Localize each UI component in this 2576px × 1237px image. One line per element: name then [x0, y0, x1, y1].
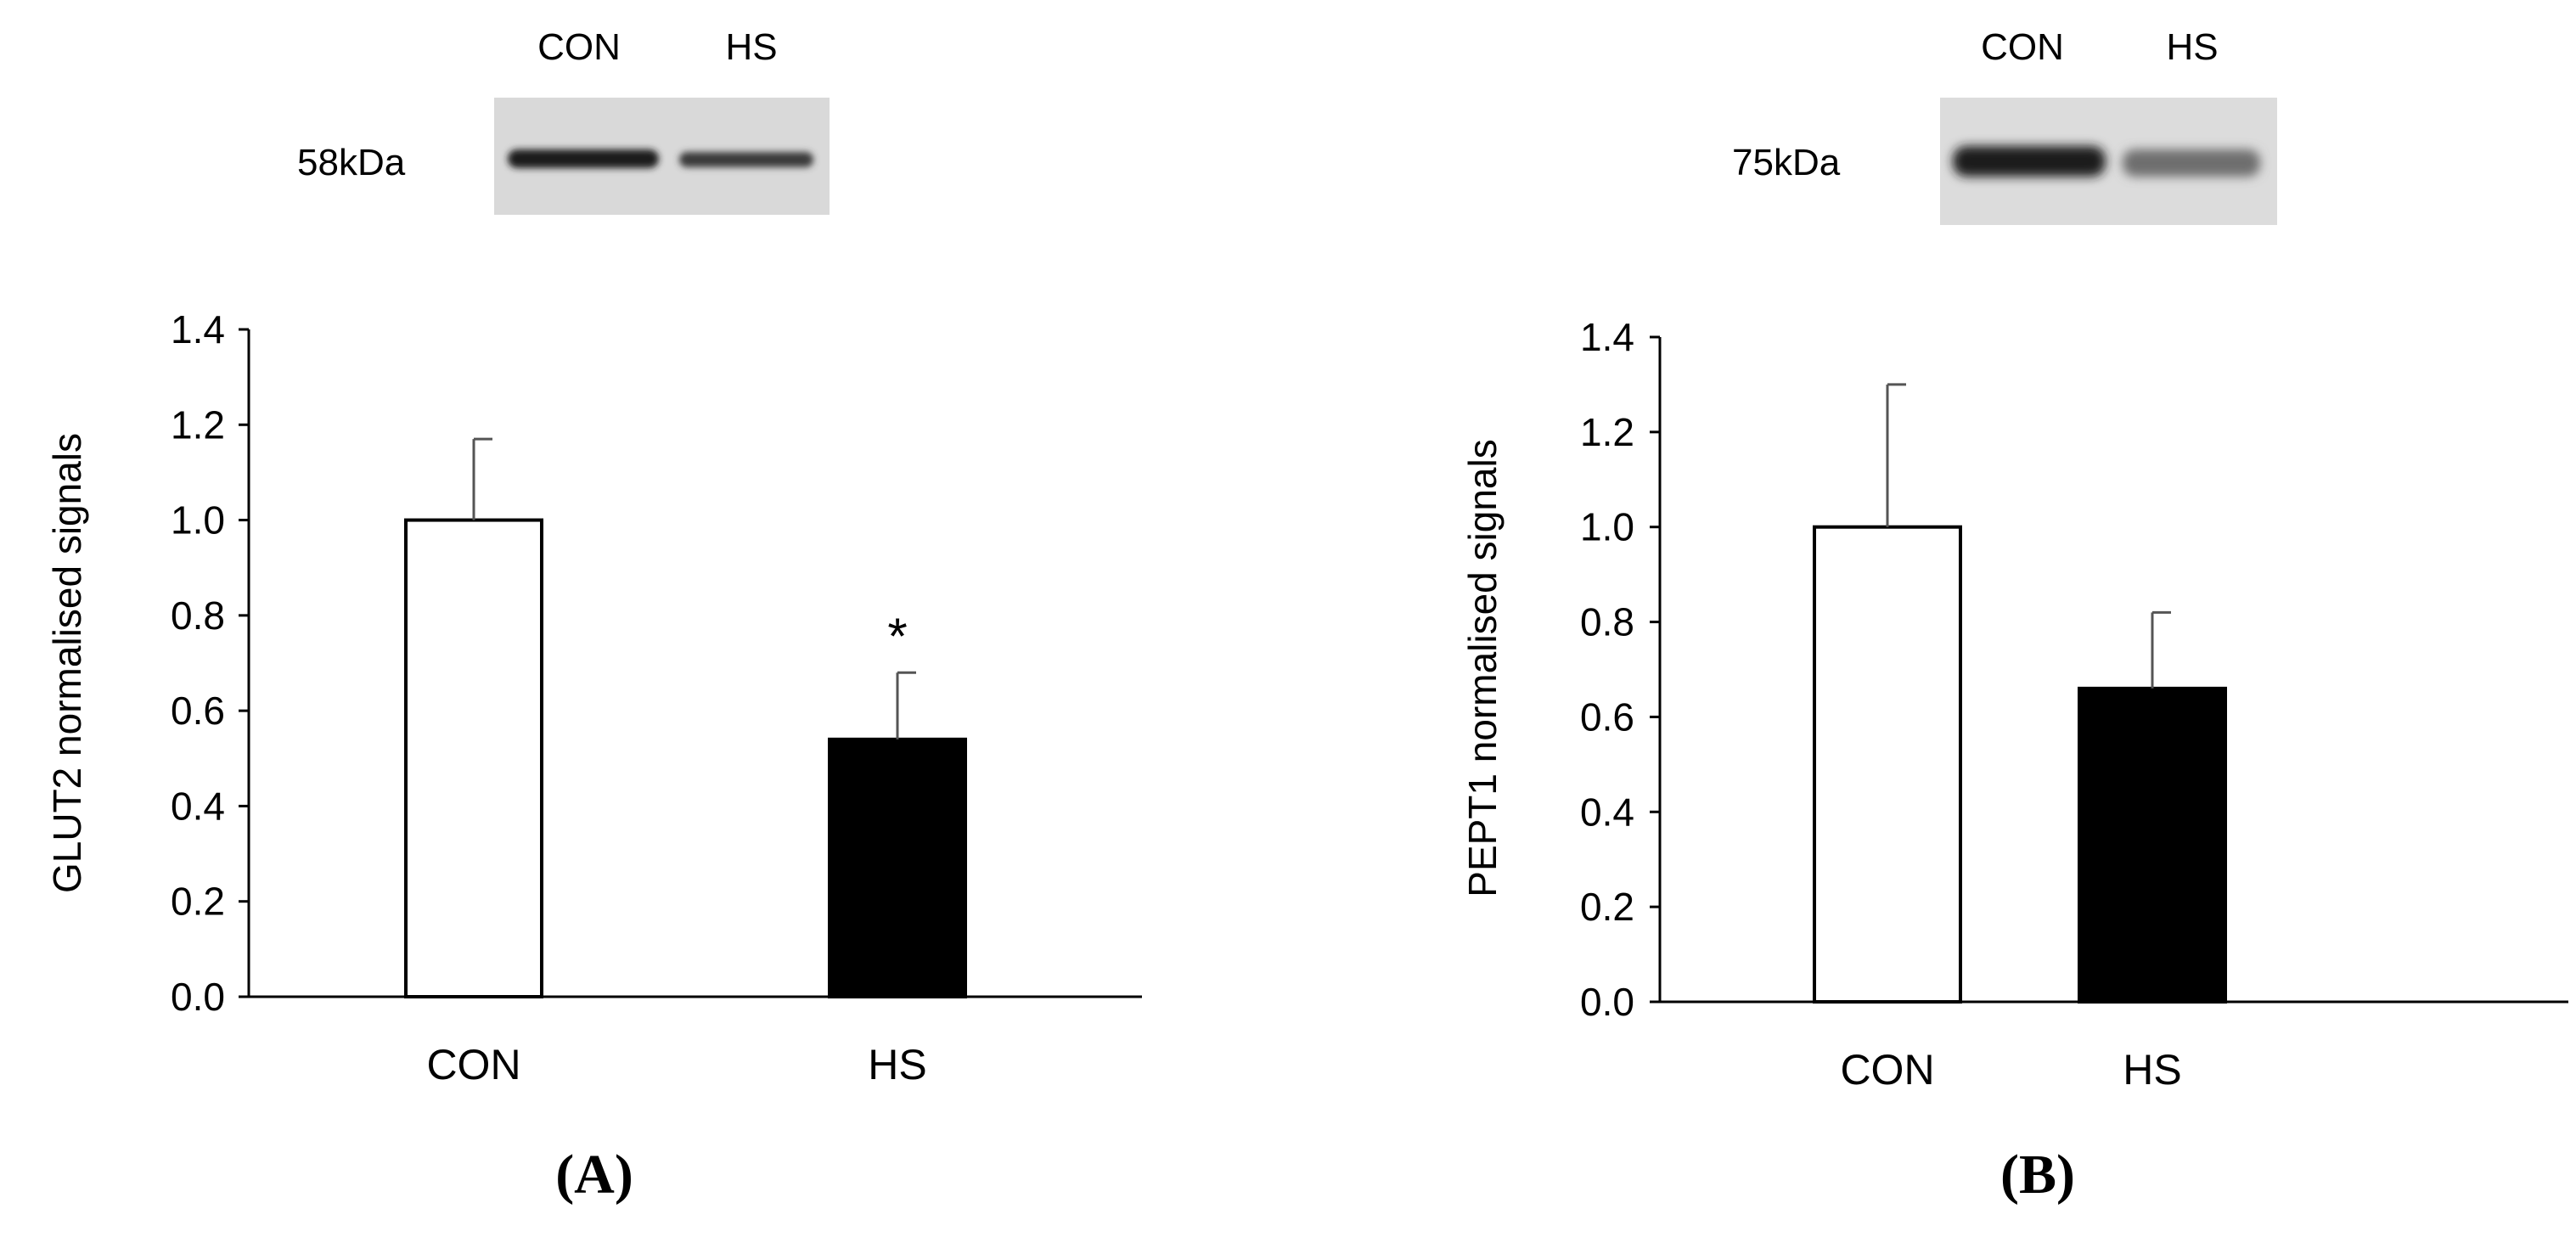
chart-a-y-tick-label-3: 0.6	[171, 689, 225, 733]
chart-a-y-ticks: 0.0 0.2 0.4 0.6 0.8 1.0 1.2 1.4	[171, 307, 249, 1019]
blot-a-marker-label: 58kDa	[297, 142, 406, 183]
chart-b-y-tick-label-4: 0.8	[1580, 600, 1634, 644]
chart-b-x-tick-labels: CON HS	[1840, 1046, 2181, 1094]
chart-a-significance-mark-0: *	[887, 608, 907, 665]
blot-a-lane-label-hs: HS	[725, 26, 777, 68]
chart-b-y-tick-label-7: 1.4	[1580, 315, 1634, 359]
chart-b-y-tick-label-5: 1.0	[1580, 505, 1634, 549]
chart-b-y-tick-label-6: 1.2	[1580, 410, 1634, 454]
chart-a-bars: *	[404, 437, 967, 998]
blot-a-bands	[508, 149, 813, 168]
chart-a-x-tick-label-hs: HS	[868, 1041, 926, 1088]
chart-b-y-tick-label-3: 0.6	[1580, 694, 1634, 739]
chart-a-y-tick-label-7: 1.4	[171, 307, 225, 351]
chart-a-bar-hs	[828, 737, 967, 998]
blot-b-lane-label-con: CON	[1981, 26, 2064, 68]
chart-a-bar-con	[404, 518, 543, 998]
blot-b-lane-label-hs: HS	[2166, 26, 2218, 68]
chart-a-y-tick-label-5: 1.0	[171, 498, 225, 543]
chart-a-y-tick-label-6: 1.2	[171, 402, 225, 447]
blot-b-bands	[1953, 146, 2260, 177]
panel-b: CON HS 75kDa PEPT1 normalised signals 0.…	[1460, 26, 2568, 1206]
blot-a-band-hs	[679, 152, 813, 167]
chart-b-x-tick-label-hs: HS	[2123, 1046, 2181, 1094]
chart-b-y-axis-title: PEPT1 normalised signals	[1460, 439, 1505, 897]
blot-a-band-con	[508, 149, 659, 168]
chart-b-bar-con	[1813, 525, 1962, 1004]
chart-a-x-tick-label-con: CON	[426, 1041, 520, 1088]
chart-a-axes	[247, 329, 1142, 998]
chart-a-y-tick-label-1: 0.2	[171, 880, 225, 924]
chart-b-y-tick-label-2: 0.4	[1580, 790, 1634, 834]
blot-a-lane-label-con: CON	[537, 26, 621, 68]
chart-b-x-tick-label-con: CON	[1840, 1046, 1934, 1094]
western-blot-b: CON HS 75kDa	[1732, 26, 2277, 225]
chart-b-y-tick-label-1: 0.2	[1580, 885, 1634, 929]
panel-label-b: (B)	[2000, 1144, 2075, 1206]
western-blot-a: CON HS 58kDa	[297, 26, 830, 215]
chart-b-y-tick-label-0: 0.0	[1580, 980, 1634, 1024]
chart-a-y-tick-label-0: 0.0	[171, 975, 225, 1019]
chart-a-x-tick-labels: CON HS	[426, 1041, 926, 1088]
panel-a: CON HS 58kDa GLUT2 normalised signals 0.…	[45, 26, 1142, 1206]
chart-b-bars	[1813, 383, 2227, 1004]
chart-b-y-ticks: 0.0 0.2 0.4 0.6 0.8 1.0 1.2 1.4	[1580, 315, 1660, 1024]
chart-b-bar-hs	[2078, 686, 2227, 1004]
blot-b-marker-label: 75kDa	[1732, 142, 1841, 183]
blot-b-band-con	[1953, 146, 2106, 177]
blot-b-band-hs	[2123, 149, 2260, 177]
panel-label-a: (A)	[555, 1144, 633, 1206]
chart-a-y-tick-label-2: 0.4	[171, 784, 225, 828]
chart-a-y-axis-title: GLUT2 normalised signals	[45, 433, 89, 893]
chart-a-y-tick-label-4: 0.8	[171, 593, 225, 638]
